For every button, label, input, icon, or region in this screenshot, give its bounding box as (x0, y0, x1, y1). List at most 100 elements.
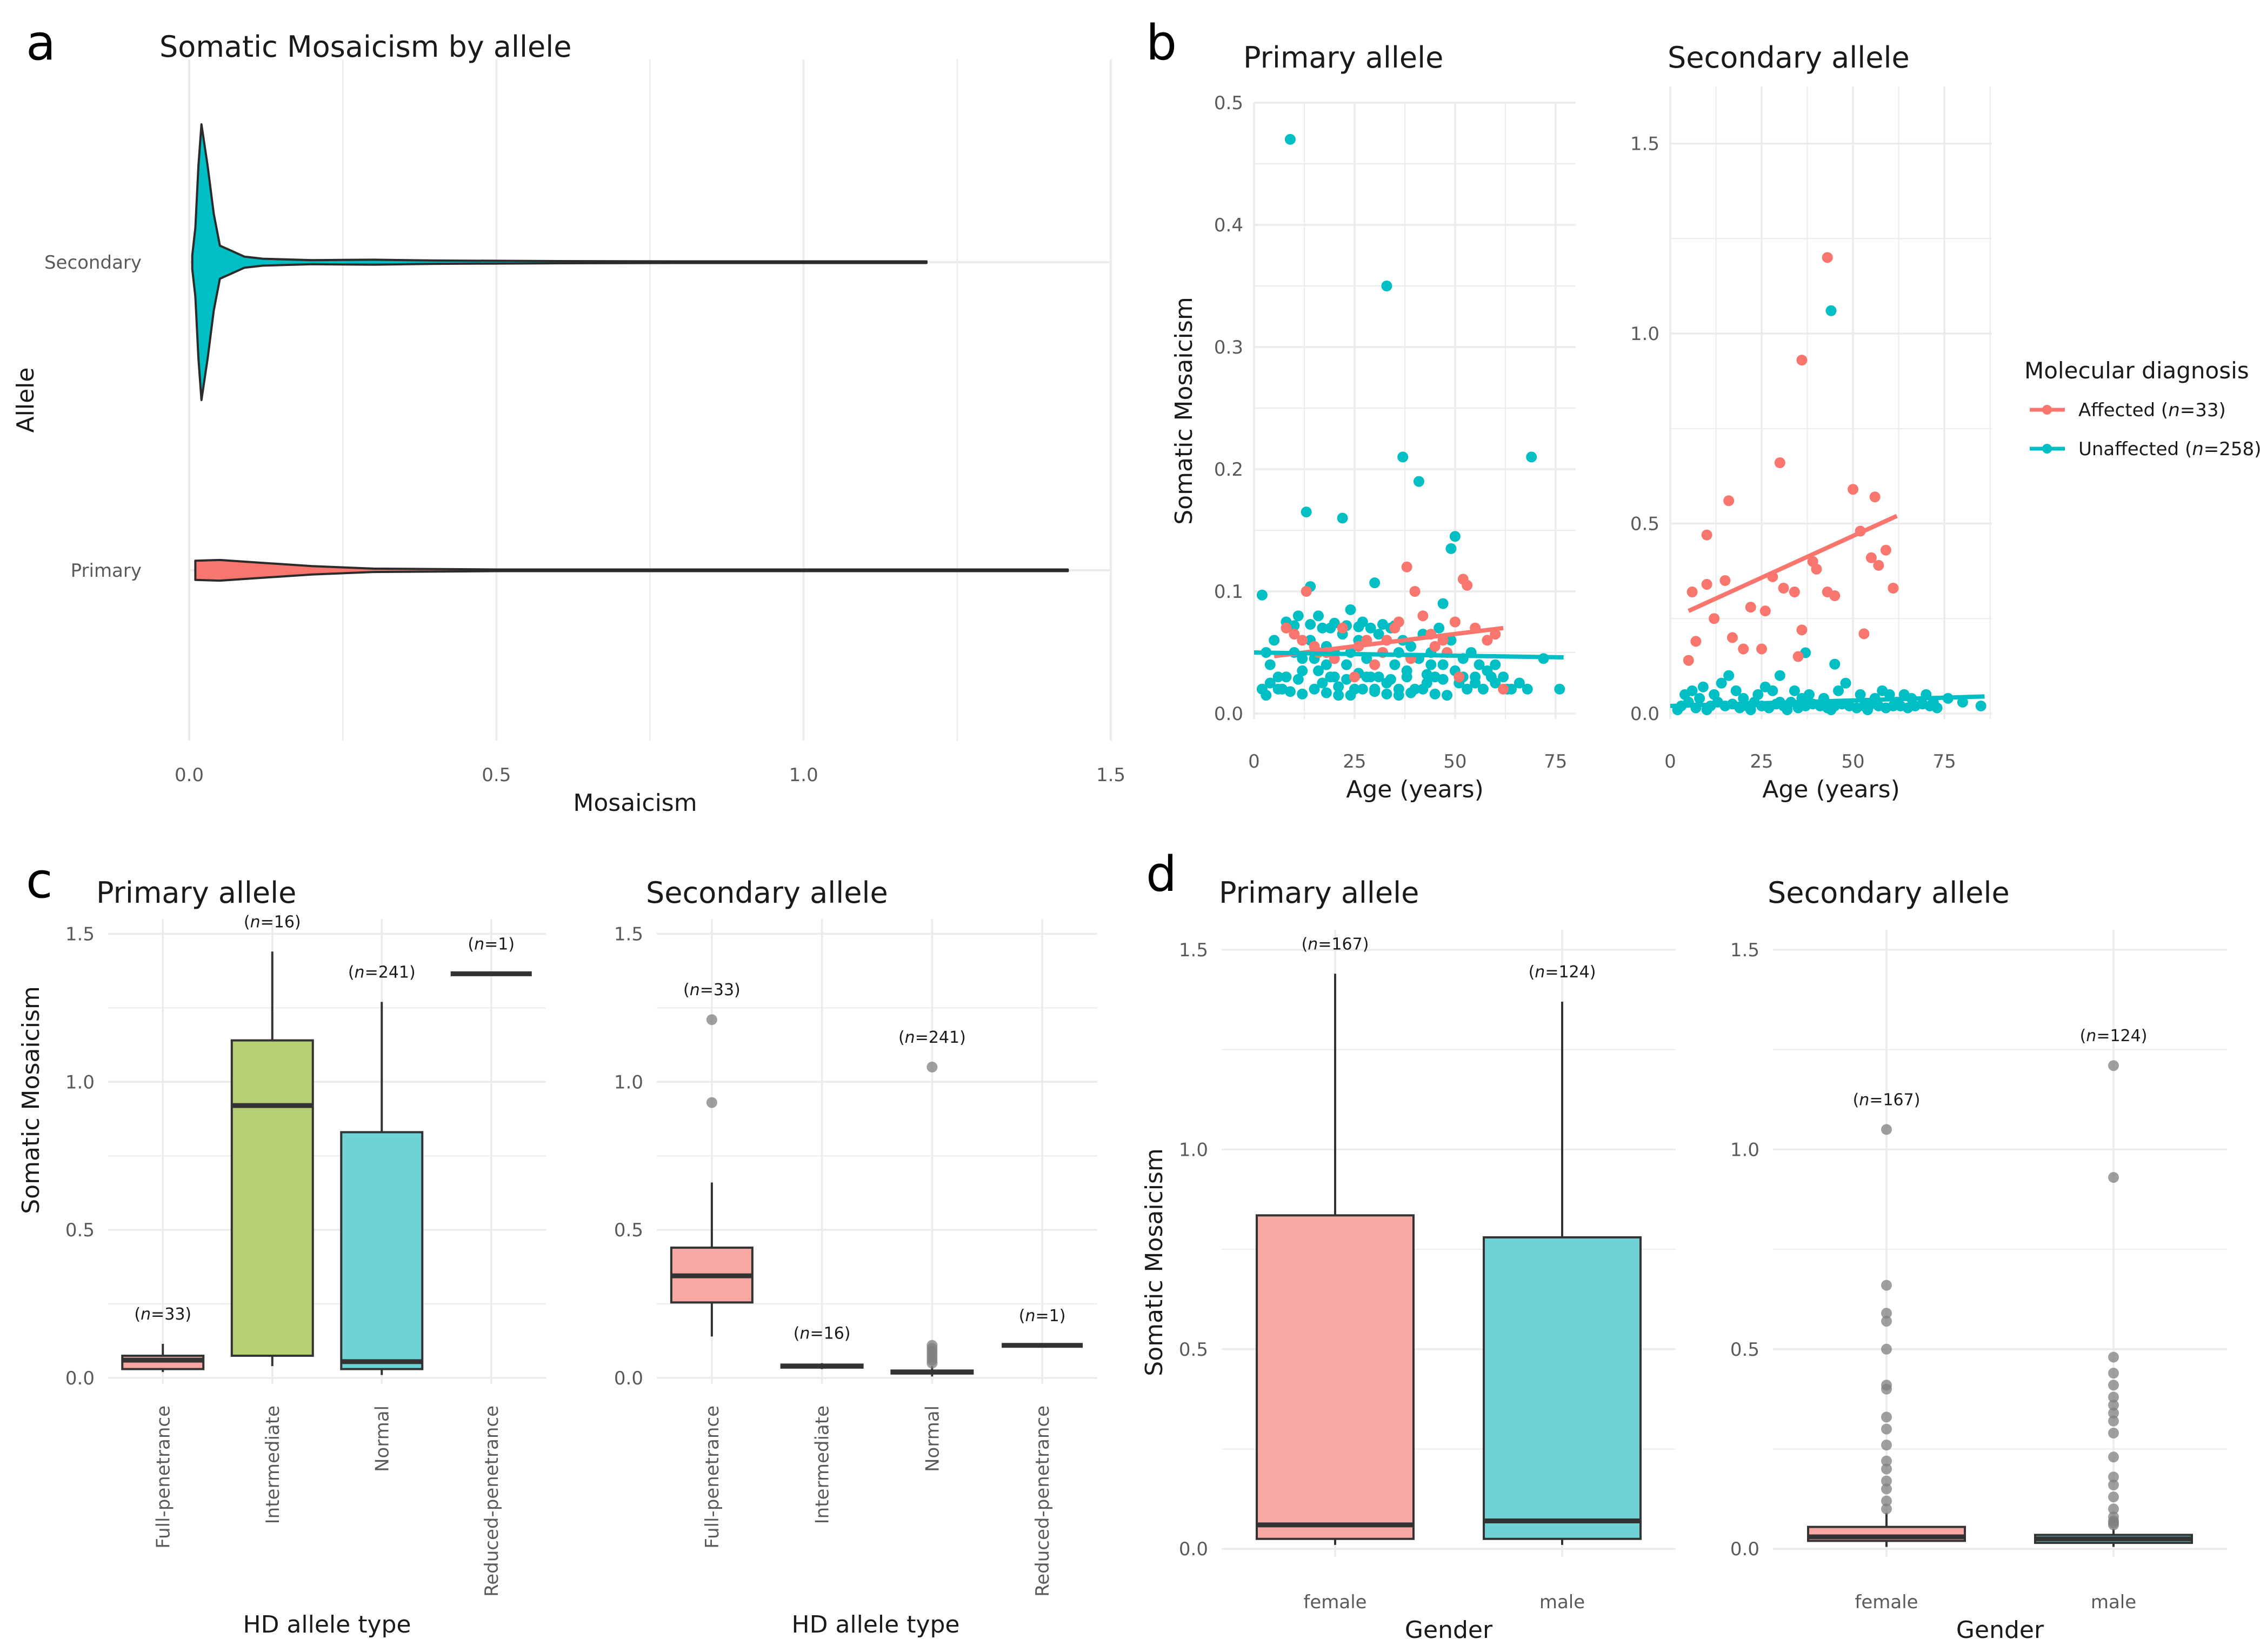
box-outlier (706, 1014, 717, 1025)
point-unaffected (1365, 622, 1376, 634)
point-unaffected (1745, 704, 1756, 715)
box-outlier (706, 1097, 717, 1108)
panel-a-xtick: 0.5 (482, 764, 511, 786)
point-affected (1774, 457, 1785, 468)
trend-affected (1688, 514, 1898, 613)
panel-a-xtick: 1.5 (1096, 764, 1125, 786)
panel-b-ytick: 1.0 (1630, 323, 1659, 345)
n-label-panel-c-secondary-normal: (n=241) (898, 1028, 966, 1047)
panel-b-xtick: 0 (1248, 751, 1260, 772)
n-label-panel-d-primary-female: (n=167) (1302, 935, 1369, 954)
point-affected (1393, 616, 1404, 628)
point-unaffected (1405, 641, 1417, 652)
box-outlier (1881, 1440, 1892, 1451)
point-unaffected (1825, 305, 1837, 316)
point-affected (1829, 590, 1841, 602)
point-affected (1719, 575, 1731, 586)
point-affected (1429, 641, 1441, 652)
panel-b-xtick: 25 (1343, 751, 1366, 772)
box-ytick: 1.5 (614, 923, 643, 945)
panel-b-xtick: 25 (1750, 751, 1773, 772)
point-unaffected (1697, 681, 1709, 692)
point-affected (1888, 583, 1899, 594)
point-unaffected (1862, 704, 1874, 715)
point-affected (1289, 629, 1300, 640)
point-unaffected (1840, 677, 1851, 689)
panel-c-secondary-xtick: Reduced-penetrance (1032, 1405, 1054, 1597)
point-unaffected (1313, 665, 1324, 676)
box-outlier (2108, 1415, 2119, 1427)
box-outlier (2108, 1491, 2119, 1503)
point-affected (1822, 252, 1833, 263)
box-ytick: 0.0 (1179, 1538, 1208, 1560)
point-unaffected (1782, 704, 1793, 715)
panel-a-title: Somatic Mosaicism by allele (159, 30, 571, 64)
box-outlier (1881, 1343, 1892, 1355)
panel-a-xlabel: Mosaicism (573, 789, 697, 817)
box-normal (340, 1131, 424, 1370)
point-affected (1811, 563, 1822, 575)
box-outlier (2108, 1172, 2119, 1183)
trend-unaffected (1254, 650, 1564, 660)
panel-c-primary-xtick: Normal (371, 1405, 393, 1472)
panel-c-primary-xlabel: HD allele type (243, 1611, 411, 1638)
point-unaffected (1301, 507, 1312, 518)
panel-b-xtick: 75 (1544, 751, 1567, 772)
point-unaffected (1264, 677, 1276, 689)
point-unaffected (1694, 692, 1705, 704)
panel-c-primary-title: Primary allele (96, 876, 296, 910)
box-ytick: 0.0 (65, 1368, 95, 1389)
point-affected (1759, 605, 1771, 617)
box-intermediate (230, 1039, 314, 1357)
point-affected (1789, 587, 1800, 598)
point-affected (1301, 586, 1312, 597)
point-unaffected (1829, 658, 1841, 670)
point-unaffected (1329, 617, 1340, 629)
n-label-panel-d-primary-male: (n=124) (1529, 963, 1596, 982)
box-outlier (2108, 1380, 2119, 1391)
panel-b-ytick: 0.0 (1630, 703, 1659, 725)
point-affected (1701, 529, 1712, 541)
point-unaffected (1264, 659, 1276, 670)
legend-dot-affected (2042, 405, 2052, 415)
point-affected (1858, 628, 1870, 640)
point-unaffected (1931, 702, 1943, 714)
box-outlier (1881, 1483, 1892, 1495)
point-unaffected (1462, 683, 1473, 695)
point-affected (1417, 610, 1429, 622)
point-unaffected (1333, 681, 1344, 692)
point-unaffected (1477, 683, 1489, 695)
point-unaffected (1325, 671, 1336, 683)
point-affected (1709, 613, 1720, 624)
point-affected (1462, 579, 1473, 591)
panel-c-primary-xtick: Intermediate (262, 1405, 284, 1524)
panel-label-a: a (26, 15, 56, 71)
box-outlier (1881, 1380, 1892, 1391)
point-affected (1873, 559, 1884, 571)
point-unaffected (1369, 577, 1381, 589)
box-ytick: 0.5 (65, 1220, 95, 1241)
box-outlier (1881, 1455, 1892, 1467)
point-unaffected (1256, 683, 1268, 695)
trend-unaffected (1670, 694, 1985, 708)
point-unaffected (1686, 685, 1698, 696)
point-unaffected (1730, 685, 1742, 696)
point-affected (1848, 484, 1859, 495)
panel-b-ytick: 0.0 (1214, 703, 1243, 725)
legend-dot-unaffected (2042, 444, 2052, 454)
point-unaffected (1957, 696, 1968, 708)
box-outlier (2108, 1368, 2119, 1379)
panel-b-xtick: 0 (1664, 751, 1676, 772)
point-unaffected (1877, 685, 1888, 696)
panel-label-c: c (26, 852, 52, 909)
point-unaffected (1297, 665, 1308, 676)
point-unaffected (1825, 704, 1837, 715)
legend-label-unaffected: Unaffected (n=258) (2078, 438, 2260, 460)
point-unaffected (1357, 683, 1368, 695)
point-unaffected (1321, 659, 1332, 670)
point-unaffected (1381, 688, 1392, 700)
point-affected (1869, 491, 1881, 503)
box-ytick: 0.5 (1730, 1339, 1759, 1361)
point-unaffected (1281, 671, 1292, 683)
point-unaffected (1345, 604, 1356, 615)
